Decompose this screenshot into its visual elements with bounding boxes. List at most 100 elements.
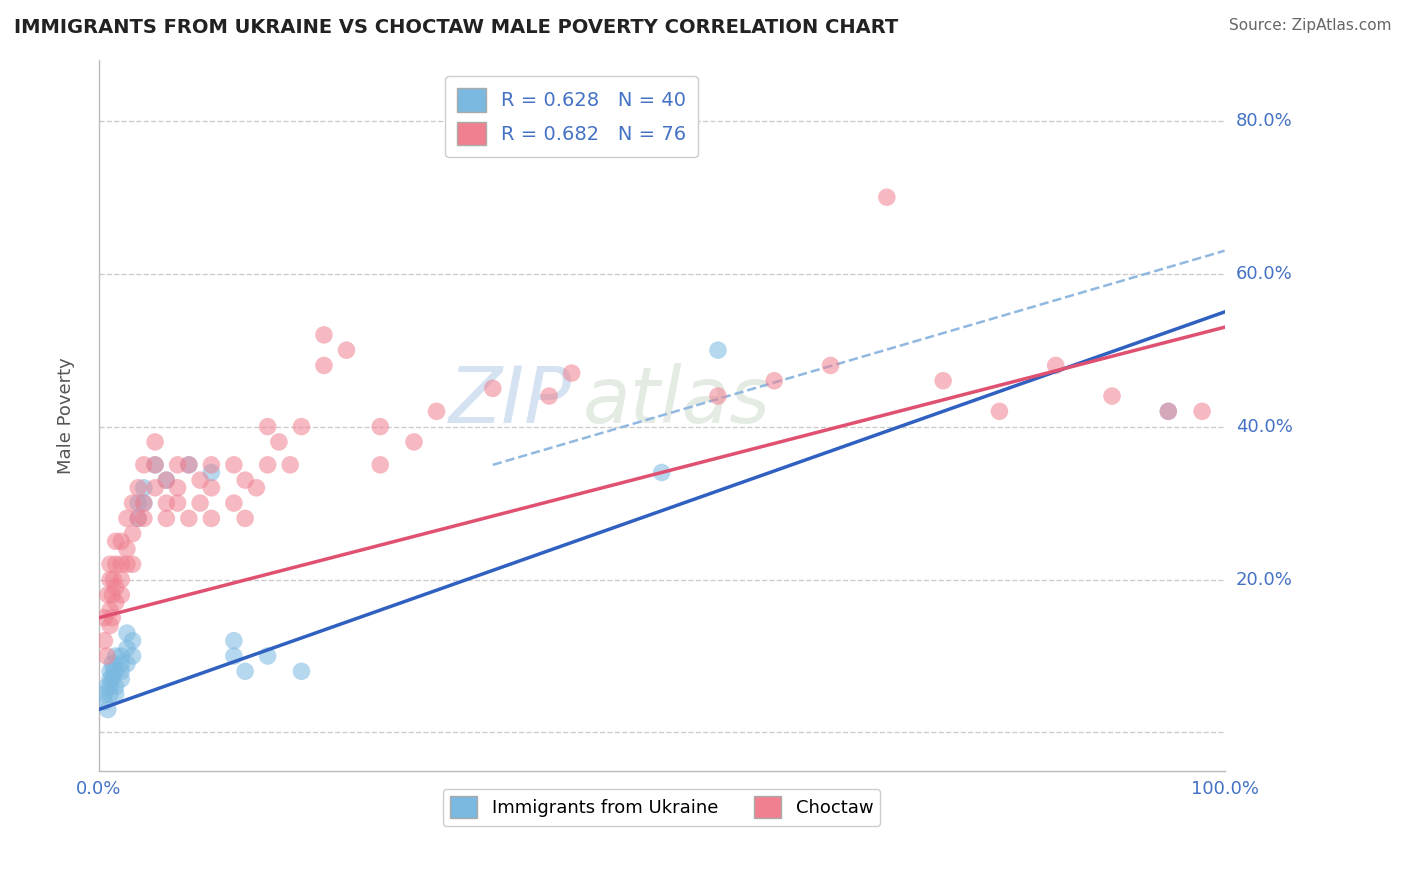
Point <box>97 588 120 602</box>
Point <box>98 687 121 701</box>
Point <box>104 665 127 679</box>
Point <box>121 648 143 663</box>
Point <box>93 695 115 709</box>
Text: IMMIGRANTS FROM UKRAINE VS CHOCTAW MALE POVERTY CORRELATION CHART: IMMIGRANTS FROM UKRAINE VS CHOCTAW MALE … <box>14 18 898 37</box>
Point <box>115 657 138 671</box>
Point <box>127 511 149 525</box>
Text: ZIP: ZIP <box>449 363 572 439</box>
Point <box>132 458 155 472</box>
Point <box>312 359 335 373</box>
Point <box>127 481 149 495</box>
Point <box>820 359 842 373</box>
Point <box>96 648 118 663</box>
Point <box>110 672 132 686</box>
Text: 60.0%: 60.0% <box>1236 265 1292 283</box>
Point <box>98 680 121 694</box>
Point <box>233 665 256 679</box>
Point <box>93 611 115 625</box>
Point <box>245 481 267 495</box>
Point <box>988 404 1011 418</box>
Point <box>1045 359 1067 373</box>
Point <box>222 633 245 648</box>
Point <box>127 496 149 510</box>
Point <box>103 573 125 587</box>
Point <box>115 558 138 572</box>
Point <box>101 672 124 686</box>
Text: 20.0%: 20.0% <box>1236 571 1292 589</box>
Legend: Immigrants from Ukraine, Choctaw: Immigrants from Ukraine, Choctaw <box>443 789 880 826</box>
Text: 80.0%: 80.0% <box>1236 112 1292 129</box>
Point <box>1191 404 1213 418</box>
Point <box>425 404 447 418</box>
Point <box>101 611 124 625</box>
Point <box>200 466 222 480</box>
Point <box>1157 404 1180 418</box>
Point <box>402 434 425 449</box>
Point <box>104 595 127 609</box>
Point <box>290 419 312 434</box>
Point <box>368 419 391 434</box>
Point <box>222 458 245 472</box>
Point <box>538 389 561 403</box>
Point <box>101 588 124 602</box>
Point <box>98 573 121 587</box>
Point <box>103 665 125 679</box>
Point <box>132 496 155 510</box>
Point <box>177 458 200 472</box>
Point <box>177 458 200 472</box>
Point <box>707 343 730 358</box>
Point <box>177 511 200 525</box>
Point <box>290 665 312 679</box>
Point <box>121 558 143 572</box>
Point <box>121 633 143 648</box>
Text: Source: ZipAtlas.com: Source: ZipAtlas.com <box>1229 18 1392 33</box>
Point <box>482 381 505 395</box>
Point <box>166 496 188 510</box>
Point <box>1157 404 1180 418</box>
Point <box>115 541 138 556</box>
Point <box>104 687 127 701</box>
Point <box>876 190 898 204</box>
Point <box>233 511 256 525</box>
Point <box>93 633 115 648</box>
Point <box>98 672 121 686</box>
Point <box>368 458 391 472</box>
Y-axis label: Male Poverty: Male Poverty <box>58 357 75 474</box>
Point <box>110 534 132 549</box>
Point <box>200 481 222 495</box>
Point <box>110 573 132 587</box>
Point <box>143 458 166 472</box>
Point <box>104 680 127 694</box>
Point <box>651 466 673 480</box>
Point <box>155 473 177 487</box>
Point <box>96 680 118 694</box>
Point <box>115 626 138 640</box>
Point <box>97 702 120 716</box>
Point <box>188 473 211 487</box>
Point <box>763 374 786 388</box>
Point <box>132 496 155 510</box>
Point <box>200 458 222 472</box>
Point <box>104 534 127 549</box>
Point <box>143 458 166 472</box>
Text: 40.0%: 40.0% <box>1236 417 1292 435</box>
Point <box>121 496 143 510</box>
Point <box>104 648 127 663</box>
Point <box>335 343 357 358</box>
Point <box>98 665 121 679</box>
Point <box>104 580 127 594</box>
Point <box>166 458 188 472</box>
Point <box>222 648 245 663</box>
Point <box>98 603 121 617</box>
Point <box>222 496 245 510</box>
Point <box>155 473 177 487</box>
Text: atlas: atlas <box>583 363 770 439</box>
Point <box>256 648 278 663</box>
Point <box>110 588 132 602</box>
Point <box>166 481 188 495</box>
Point <box>256 458 278 472</box>
Point <box>132 511 155 525</box>
Point <box>312 327 335 342</box>
Point <box>278 458 301 472</box>
Point <box>707 389 730 403</box>
